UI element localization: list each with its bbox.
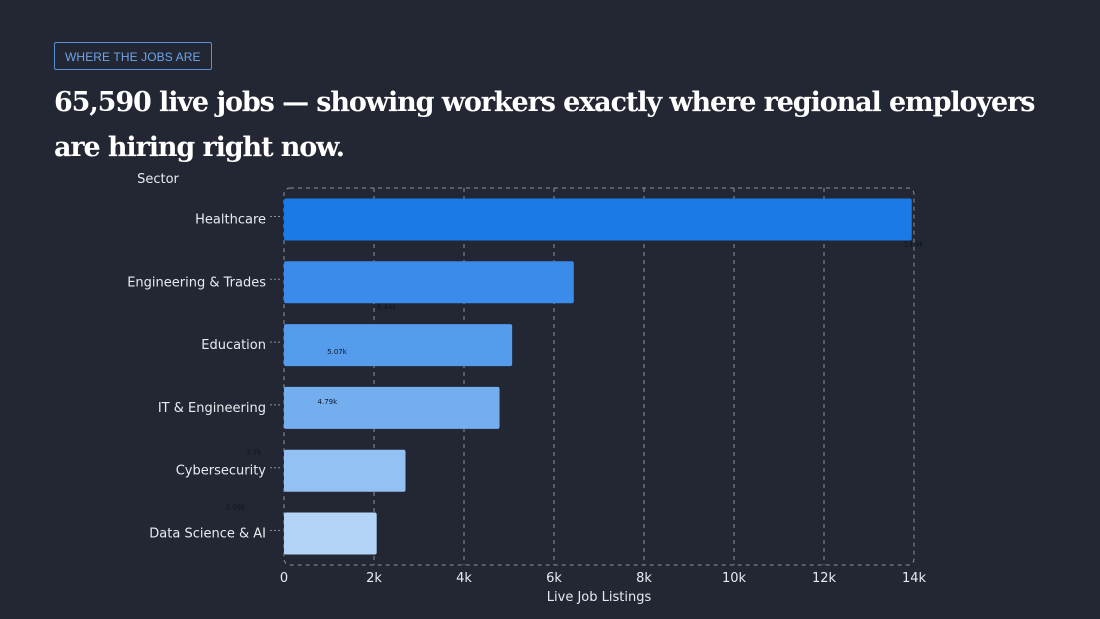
x-tick-label: 4k (456, 571, 472, 586)
plot-frame (283, 187, 915, 566)
x-tick-label: 2k (366, 571, 382, 586)
category-label: Engineering & Trades (127, 275, 266, 290)
x-tick-label: 12k (812, 571, 837, 586)
category-label: Education (201, 338, 266, 353)
value-labels: 13.9k 6.44k 5.07k 4.79k 2.7k 2.06k (226, 241, 925, 512)
headline: 65,590 live jobs — showing workers exact… (54, 87, 1035, 163)
bar (284, 512, 377, 555)
x-tick-label: 6k (546, 571, 562, 586)
category-labels: Healthcare Engineering & Trades Education I… (127, 213, 280, 542)
value-label: 13.9k (904, 241, 925, 249)
bars (284, 198, 912, 555)
value-label: 5.07k (327, 348, 348, 356)
value-label: 2.7k (247, 449, 263, 457)
category-label: Cybersecurity (176, 464, 267, 479)
x-tick-label: 8k (636, 571, 652, 586)
x-axis-title: Live Job Listings (547, 590, 652, 605)
x-tick-label: 0 (280, 571, 288, 586)
value-label: 4.79k (318, 398, 339, 406)
bar (284, 324, 513, 367)
category-label: IT & Engineering (158, 401, 266, 416)
x-tick-label: 10k (722, 571, 747, 586)
bar (284, 449, 406, 492)
bar (284, 198, 912, 241)
category-label: Healthcare (195, 213, 266, 228)
value-label: 2.06k (226, 504, 247, 512)
bar (284, 386, 500, 429)
grid (373, 188, 825, 565)
x-axis-ticks: 0 2k 4k 6k 8k 10k 12k 14k (280, 571, 927, 586)
y-axis-title: Sector (137, 172, 179, 187)
x-tick-label: 14k (902, 571, 927, 586)
section-tag: WHERE THE JOBS ARE (54, 42, 212, 70)
bar (284, 261, 574, 304)
category-label: Data Science & AI (149, 527, 266, 542)
value-label: 6.44k (377, 303, 398, 311)
